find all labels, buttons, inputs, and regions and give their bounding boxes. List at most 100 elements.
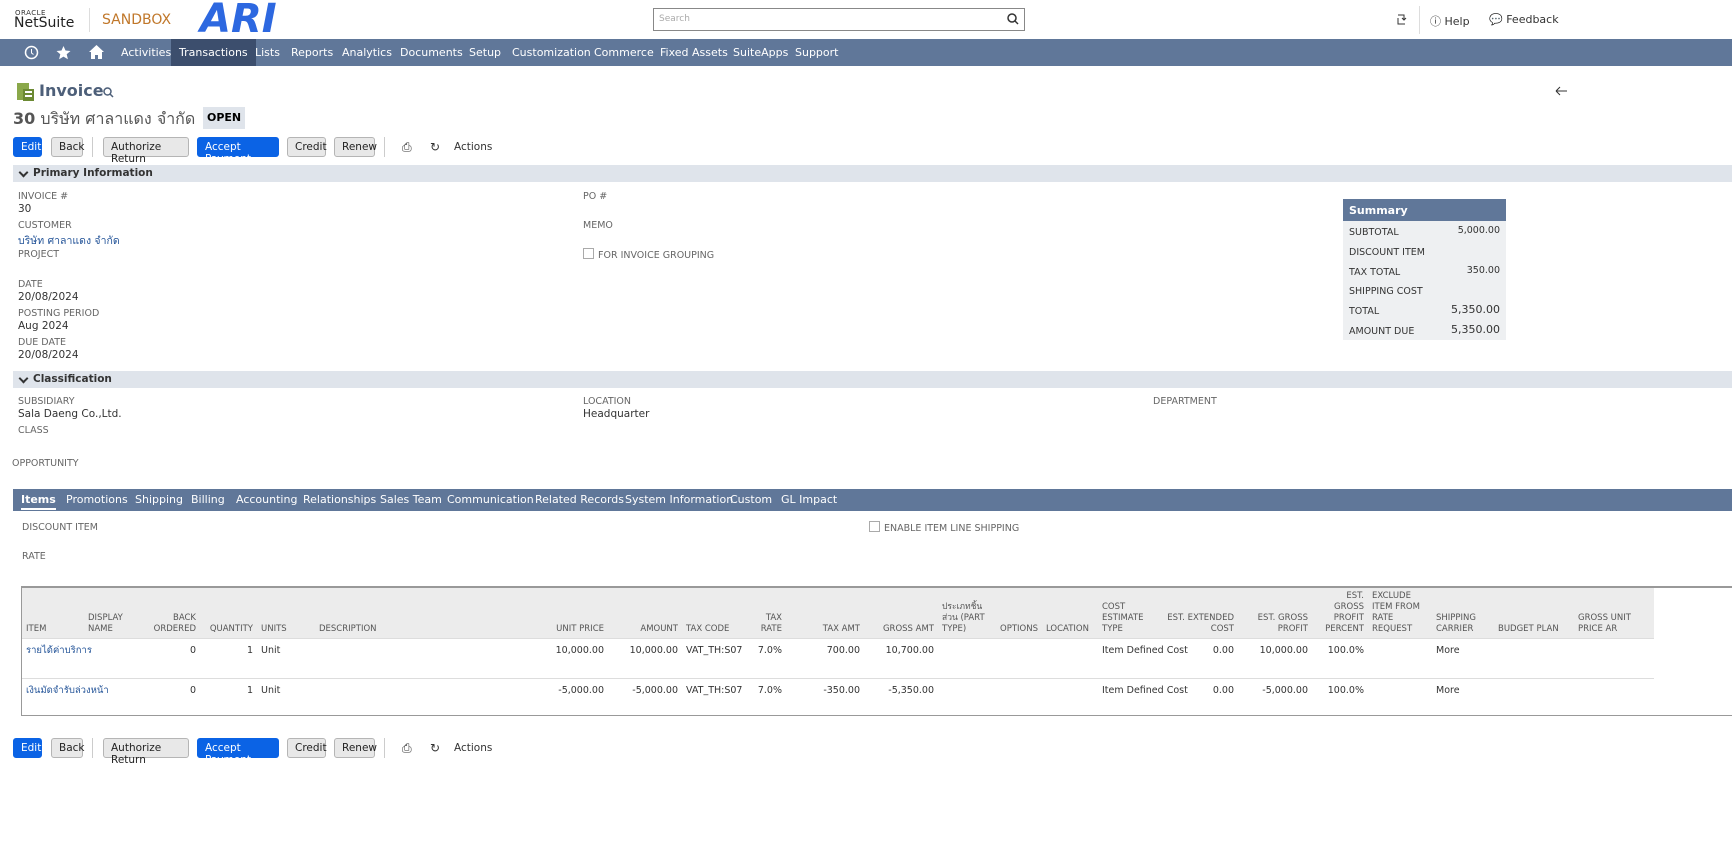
nav-item[interactable]: Commerce [594, 46, 654, 59]
items-table: ITEM DISPLAY NAME BACK ORDERED QUANTITY UNIT… [22, 588, 1654, 715]
nav-item[interactable]: Customization [512, 46, 591, 59]
summary-row: SUBTOTAL 5,000.00 [1343, 221, 1506, 241]
subtab[interactable]: Items [21, 493, 56, 510]
button[interactable]: Accept Payment [197, 137, 279, 165]
column-header: LOCATION [1042, 588, 1098, 639]
button[interactable]: Edit [13, 738, 42, 758]
product-name: NetSuite [14, 15, 75, 31]
refresh-icon[interactable]: ↻ [430, 741, 441, 755]
button[interactable]: Credit [287, 137, 327, 157]
nav-item[interactable]: Activities [121, 46, 172, 59]
search-icon[interactable] [103, 87, 114, 98]
summary-label: TAX TOTAL [1349, 266, 1401, 278]
column-header: ประเภทชิ้นส่วน (PART TYPE) [938, 588, 996, 639]
column-header: EST. GROSS PROFIT [1238, 588, 1312, 639]
cell [1042, 638, 1098, 679]
print-icon[interactable]: ⎙ [402, 741, 412, 755]
item-link[interactable]: รายได้ค่าบริการ [26, 645, 92, 656]
nav-item[interactable]: Documents [400, 46, 463, 59]
column-header: BUDGET PLAN [1494, 588, 1574, 639]
column-header: EST. EXTENDED COST [1160, 588, 1238, 639]
summary-row: TOTAL 5,350.00 [1343, 300, 1506, 320]
button[interactable]: Authorize Return [103, 137, 189, 165]
subtab[interactable]: Accounting [236, 493, 298, 506]
subtab[interactable]: Communication [447, 493, 534, 506]
button[interactable]: Edit [13, 137, 42, 157]
field-label: PO # [583, 191, 608, 202]
recent-records-icon[interactable] [24, 45, 39, 60]
nav-item[interactable]: Setup [469, 46, 502, 59]
actions-menu[interactable]: Actions [454, 141, 493, 153]
column-header: QUANTITY [200, 588, 257, 639]
item-row: เงินมัดจำรับล่วงหน้า 0 1 Unit -5,000.00 -5,00… [22, 678, 1654, 715]
field-value[interactable]: บริษัท ศาลาแดง จำกัด [18, 235, 120, 247]
subtab[interactable]: System Information [625, 493, 734, 506]
subtab[interactable]: Relationships [303, 493, 377, 506]
checkbox-field[interactable]: ENABLE ITEM LINE SHIPPING [869, 521, 1019, 534]
button[interactable]: Renew [334, 137, 377, 157]
button[interactable]: Authorize Return [103, 738, 189, 766]
button[interactable]: Renew [334, 738, 377, 758]
cell-text: -350.00 [823, 685, 860, 696]
subtab[interactable]: GL Impact [781, 493, 838, 506]
nav-item[interactable]: Lists [255, 46, 280, 59]
subtab[interactable]: Promotions [66, 493, 128, 506]
divider [384, 137, 385, 157]
nav-item[interactable]: Analytics [342, 46, 392, 59]
nav-item[interactable]: Reports [291, 46, 334, 59]
item-link[interactable]: เงินมัดจำรับล่วงหน้า [26, 685, 109, 696]
field-label: DUE DATE [18, 337, 67, 348]
cell: 0 [134, 638, 200, 679]
subtab[interactable]: Billing [191, 493, 225, 506]
cell: 10,000.00 [1238, 638, 1312, 679]
print-icon[interactable]: ⎙ [402, 140, 412, 154]
button[interactable]: Back [51, 137, 85, 157]
subtab[interactable]: Custom [730, 493, 773, 506]
actions-menu[interactable]: Actions [454, 742, 493, 754]
section-header[interactable]: Classification [13, 371, 1732, 388]
button[interactable]: Credit [287, 738, 327, 758]
nav-item[interactable]: SuiteApps [733, 46, 789, 59]
checkbox[interactable] [583, 248, 594, 259]
cell-text: VAT_TH:S07 [686, 685, 743, 696]
feedback-link[interactable]: 💬 Feedback [1489, 13, 1559, 26]
nav-item[interactable]: Fixed Assets [660, 46, 728, 59]
column-header: GROSS AMT [864, 588, 938, 639]
nav-item[interactable]: Support [795, 46, 839, 59]
refresh-icon[interactable]: ↻ [430, 140, 441, 154]
column-header: TAX RATE [742, 588, 786, 639]
button[interactable]: Accept Payment [197, 738, 279, 766]
company-logo: ARI [200, 0, 277, 42]
summary-value: 5,000.00 [1457, 225, 1500, 236]
cell-text: 100.0% [1327, 645, 1364, 656]
nav-item[interactable]: Transactions [171, 39, 256, 66]
button[interactable]: Back [51, 738, 85, 758]
search-box[interactable]: Search [653, 8, 1025, 31]
subtab-bar: Items Promotions Shipping Billing Accounting… [13, 489, 1732, 511]
recent-icon[interactable] [1396, 13, 1408, 25]
cell [938, 638, 996, 679]
section-header[interactable]: Primary Information [13, 165, 1732, 182]
help-link[interactable]: ⓘ Help [1430, 15, 1470, 28]
cell-text: More [1436, 645, 1460, 656]
cell: 10,000.00 [533, 638, 608, 679]
favorites-icon[interactable] [56, 45, 71, 60]
cell: VAT_TH:S07 [682, 678, 743, 715]
cell: -5,000.00 [533, 678, 608, 715]
home-icon[interactable] [88, 44, 105, 60]
subtab[interactable]: Sales Team [380, 493, 442, 506]
subtab[interactable]: Related Records [535, 493, 625, 506]
checkbox[interactable] [869, 521, 880, 532]
cell-text: VAT_TH:S07 [686, 645, 743, 656]
cell-text: 10,000.00 [555, 645, 604, 656]
cell-text: -5,350.00 [888, 685, 934, 696]
cell: เงินมัดจำรับล่วงหน้า [22, 678, 109, 715]
cell-text: 0 [189, 685, 196, 696]
checkbox-field[interactable]: FOR INVOICE GROUPING [583, 248, 714, 261]
status-badge: OPEN [203, 107, 246, 129]
back-arrow[interactable] [1555, 86, 1567, 96]
field-value: Aug 2024 [18, 320, 69, 332]
subtab[interactable]: Shipping [135, 493, 183, 506]
summary-row: DISCOUNT ITEM [1343, 241, 1506, 261]
